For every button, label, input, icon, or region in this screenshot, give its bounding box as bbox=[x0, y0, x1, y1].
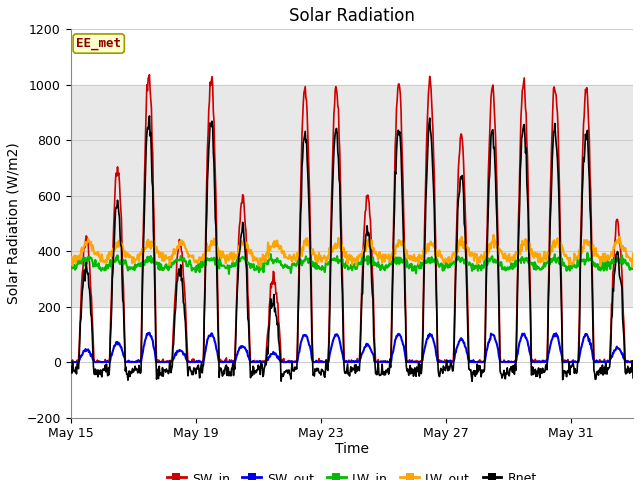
Y-axis label: Solar Radiation (W/m2): Solar Radiation (W/m2) bbox=[7, 143, 21, 304]
Text: EE_met: EE_met bbox=[76, 37, 121, 50]
X-axis label: Time: Time bbox=[335, 442, 369, 456]
Title: Solar Radiation: Solar Radiation bbox=[289, 7, 415, 25]
Bar bbox=[70, 85, 633, 307]
Legend: SW_in, SW_out, LW_in, LW_out, Rnet: SW_in, SW_out, LW_in, LW_out, Rnet bbox=[162, 467, 542, 480]
